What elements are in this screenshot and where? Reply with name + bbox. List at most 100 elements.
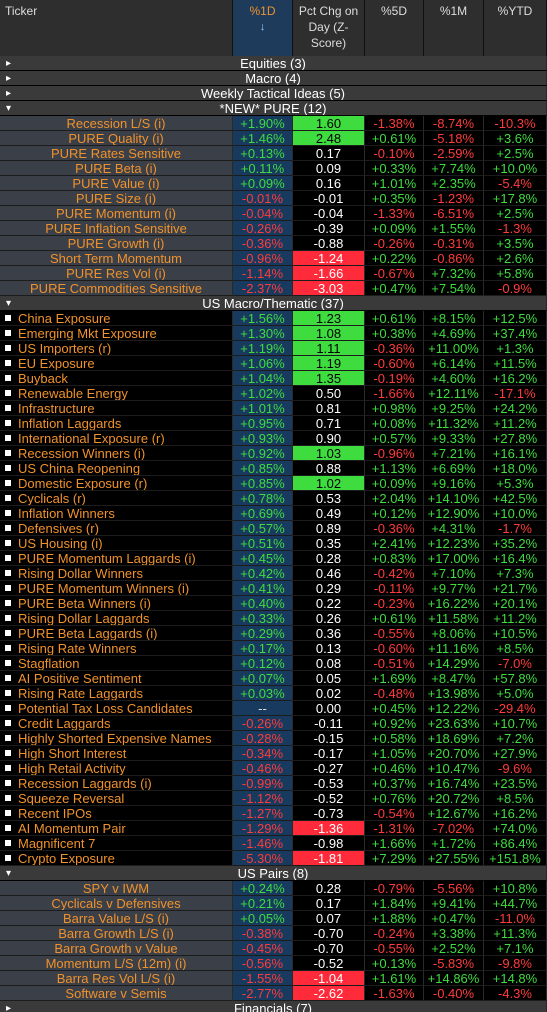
ticker[interactable]: Short Term Momentum: [0, 251, 233, 266]
ticker[interactable]: Defensives (r): [0, 521, 233, 536]
ticker[interactable]: Buyback: [0, 371, 233, 386]
expand-arrow[interactable]: ▾: [6, 868, 12, 879]
ticker[interactable]: PURE Inflation Sensitive: [0, 221, 233, 236]
ticker[interactable]: Barra Value L/S (i): [0, 911, 233, 926]
ticker[interactable]: Renewable Energy: [0, 386, 233, 401]
ticker[interactable]: SPY v IWM: [0, 881, 233, 896]
ticker[interactable]: Inflation Winners: [0, 506, 233, 521]
change-1d: +0.85%: [233, 461, 293, 476]
ticker[interactable]: Credit Laggards: [0, 716, 233, 731]
ticker[interactable]: Emerging Mkt Exposure: [0, 326, 233, 341]
change-1d: -0.45%: [233, 941, 293, 956]
change-1m: +16.74%: [424, 776, 484, 791]
expand-arrow[interactable]: ▾: [6, 103, 12, 114]
ticker[interactable]: PURE Momentum Laggards (i): [0, 551, 233, 566]
header-ticker[interactable]: Ticker: [0, 0, 233, 56]
z-score: 0.81: [293, 401, 365, 416]
header-1m[interactable]: %1M: [424, 0, 484, 56]
group-header[interactable]: ▸ Equities (3): [0, 56, 547, 71]
ticker[interactable]: Recession Winners (i): [0, 446, 233, 461]
z-score: 0.49: [293, 506, 365, 521]
ticker[interactable]: PURE Value (i): [0, 176, 233, 191]
group-header[interactable]: ▾ US Pairs (8): [0, 866, 547, 881]
change-1m: +9.16%: [424, 476, 484, 491]
ticker[interactable]: Recession L/S (i): [0, 116, 233, 131]
z-score: 0.08: [293, 656, 365, 671]
change-ytd: +2.5%: [484, 146, 547, 161]
ticker[interactable]: PURE Commodities Sensitive: [0, 281, 233, 296]
ticker[interactable]: China Exposure: [0, 311, 233, 326]
ticker[interactable]: High Short Interest: [0, 746, 233, 761]
expand-arrow[interactable]: ▸: [6, 58, 12, 69]
ticker[interactable]: EU Exposure: [0, 356, 233, 371]
ticker[interactable]: Cyclicals (r): [0, 491, 233, 506]
change-1m: +9.41%: [424, 896, 484, 911]
header-z[interactable]: Pct Chg on Day (Z-Score): [293, 0, 365, 56]
ticker[interactable]: International Exposure (r): [0, 431, 233, 446]
change-1d: +0.78%: [233, 491, 293, 506]
group-header[interactable]: ▸ Financials (7): [0, 1001, 547, 1012]
ticker[interactable]: High Retail Activity: [0, 761, 233, 776]
z-score: 1.08: [293, 326, 365, 341]
ticker[interactable]: Rising Dollar Laggards: [0, 611, 233, 626]
z-score: -0.73: [293, 806, 365, 821]
ticker[interactable]: PURE Rates Sensitive: [0, 146, 233, 161]
expand-arrow[interactable]: ▾: [6, 298, 12, 309]
change-ytd: +7.2%: [484, 731, 547, 746]
change-1m: +7.21%: [424, 446, 484, 461]
ticker[interactable]: Recession Laggards (i): [0, 776, 233, 791]
ticker[interactable]: Stagflation: [0, 656, 233, 671]
ticker[interactable]: Domestic Exposure (r): [0, 476, 233, 491]
ticker[interactable]: Crypto Exposure: [0, 851, 233, 866]
group-header[interactable]: ▸ Macro (4): [0, 71, 547, 86]
change-1d: -0.26%: [233, 716, 293, 731]
ticker[interactable]: Software v Semis: [0, 986, 233, 1001]
ticker[interactable]: PURE Momentum Winners (i): [0, 581, 233, 596]
ticker[interactable]: Barra Growth v Value: [0, 941, 233, 956]
change-1d: +0.09%: [233, 176, 293, 191]
ticker[interactable]: PURE Beta (i): [0, 161, 233, 176]
change-1d: -0.56%: [233, 956, 293, 971]
ticker[interactable]: Barra Growth L/S (i): [0, 926, 233, 941]
change-1d: +0.12%: [233, 656, 293, 671]
ticker[interactable]: US Housing (i): [0, 536, 233, 551]
ticker[interactable]: Rising Rate Winners: [0, 641, 233, 656]
header-1d[interactable]: %1D ↓: [233, 0, 293, 56]
ticker[interactable]: Rising Rate Laggards: [0, 686, 233, 701]
ticker[interactable]: Barra Res Vol L/S (i): [0, 971, 233, 986]
group-header[interactable]: ▸ Weekly Tactical Ideas (5): [0, 86, 547, 101]
z-score: -1.36: [293, 821, 365, 836]
ticker[interactable]: PURE Size (i): [0, 191, 233, 206]
ticker[interactable]: Squeeze Reversal: [0, 791, 233, 806]
change-ytd: +20.1%: [484, 596, 547, 611]
ticker[interactable]: PURE Beta Winners (i): [0, 596, 233, 611]
ticker[interactable]: US Importers (r): [0, 341, 233, 356]
z-score: 1.23: [293, 311, 365, 326]
ticker[interactable]: PURE Res Vol (i): [0, 266, 233, 281]
ticker[interactable]: Potential Tax Loss Candidates: [0, 701, 233, 716]
ticker[interactable]: Momentum L/S (12m) (i): [0, 956, 233, 971]
ticker[interactable]: Inflation Laggards: [0, 416, 233, 431]
ticker[interactable]: Rising Dollar Winners: [0, 566, 233, 581]
ticker[interactable]: Infrastructure: [0, 401, 233, 416]
expand-arrow[interactable]: ▸: [6, 1003, 12, 1012]
group-header[interactable]: ▾ US Macro/Thematic (37): [0, 296, 547, 311]
group-header[interactable]: ▾ *NEW* PURE (12): [0, 101, 547, 116]
group-title: Macro (4): [245, 71, 301, 86]
header-5d[interactable]: %5D: [365, 0, 424, 56]
expand-arrow[interactable]: ▸: [6, 73, 12, 84]
ticker[interactable]: PURE Momentum (i): [0, 206, 233, 221]
header-ytd[interactable]: %YTD: [484, 0, 547, 56]
expand-arrow[interactable]: ▸: [6, 88, 12, 99]
ticker[interactable]: Cyclicals v Defensives: [0, 896, 233, 911]
ticker[interactable]: PURE Quality (i): [0, 131, 233, 146]
ticker[interactable]: Magnificent 7: [0, 836, 233, 851]
ticker[interactable]: PURE Beta Laggards (i): [0, 626, 233, 641]
ticker[interactable]: PURE Growth (i): [0, 236, 233, 251]
change-1m: +2.35%: [424, 176, 484, 191]
ticker[interactable]: AI Momentum Pair: [0, 821, 233, 836]
ticker[interactable]: Recent IPOs: [0, 806, 233, 821]
ticker[interactable]: US China Reopening: [0, 461, 233, 476]
ticker[interactable]: AI Positive Sentiment: [0, 671, 233, 686]
ticker[interactable]: Highly Shorted Expensive Names: [0, 731, 233, 746]
